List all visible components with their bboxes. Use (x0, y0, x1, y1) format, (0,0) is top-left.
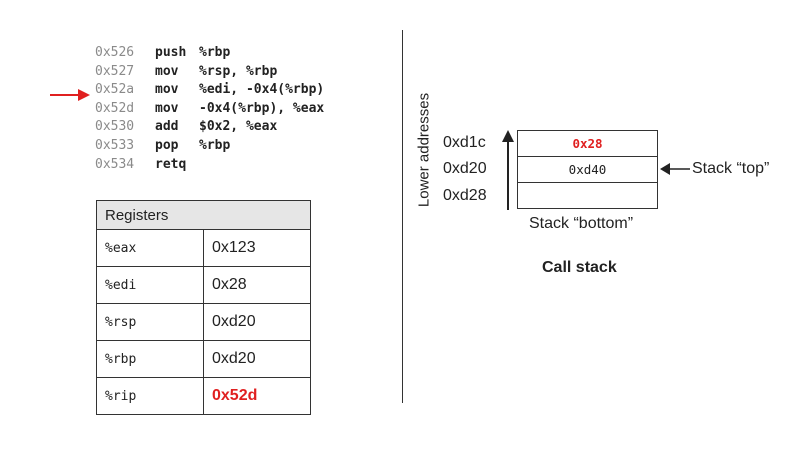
lower-addresses-label: Lower addresses (415, 92, 433, 208)
register-name: %eax (96, 229, 204, 267)
table-row: %rsp 0xd20 (96, 303, 311, 341)
instruction-opcode: pop (155, 137, 179, 153)
stack-bottom-label: Stack “bottom” (529, 215, 634, 232)
register-name: %rbp (96, 340, 204, 378)
instruction-operands: -0x4(%rbp), %eax (199, 100, 325, 116)
instruction-address: 0x533 (95, 137, 135, 153)
code-line: 0x52a mov %edi, -0x4(%rbp) (95, 81, 324, 100)
code-line: 0x52d mov -0x4(%rbp), %eax (95, 100, 324, 119)
instruction-operands: $0x2, %eax (199, 119, 278, 135)
code-line: 0x534 retq (95, 156, 324, 175)
code-line: 0x527 mov %rsp, %rbp (95, 63, 324, 82)
instruction-operands: %rbp (199, 45, 231, 60)
code-line: 0x533 pop %rbp (95, 137, 324, 156)
stack-address-label: 0xd28 (443, 187, 487, 204)
code-line: 0x526 push %rbp (95, 44, 324, 63)
left-arrow-icon (660, 163, 690, 175)
stack-address-label: 0xd1c (443, 134, 486, 151)
section-divider (402, 30, 403, 403)
table-row: %rbp 0xd20 (96, 340, 311, 378)
instruction-address: 0x530 (95, 119, 135, 135)
instruction-opcode: mov (155, 100, 179, 116)
instruction-operands: %rbp (199, 137, 231, 153)
register-table: Registers %eax 0x123 %edi 0x28 %rsp 0xd2… (96, 200, 311, 415)
register-value: 0x28 (203, 266, 311, 304)
register-name: %edi (96, 266, 204, 304)
stack-cell (518, 182, 657, 208)
pc-arrow-icon (50, 89, 90, 101)
register-value: 0x123 (203, 229, 311, 267)
stack-cell: 0x28 (572, 136, 603, 151)
instruction-opcode: mov (155, 82, 179, 98)
register-value-highlighted: 0x52d (203, 377, 311, 415)
instruction-opcode: mov (155, 63, 179, 79)
diagram-caption: Call stack (542, 259, 617, 276)
call-stack: 0x28 0xd40 (517, 130, 658, 209)
register-value: 0xd20 (203, 303, 311, 341)
instruction-address: 0x52d (95, 100, 135, 116)
up-arrow-icon (502, 130, 514, 210)
stack-address-label: 0xd20 (443, 160, 487, 177)
stack-top-label: Stack “top” (692, 160, 770, 177)
instruction-operands: %rsp, %rbp (199, 63, 278, 79)
instruction-address: 0x534 (95, 156, 135, 172)
assembly-listing: 0x526 push %rbp 0x527 mov %rsp, %rbp 0x52a mo… (95, 44, 324, 174)
register-name: %rip (96, 377, 204, 415)
stack-cell: 0xd40 (518, 156, 657, 182)
instruction-address: 0x52a (95, 82, 135, 98)
instruction-address: 0x526 (95, 45, 135, 60)
table-row: %eax 0x123 (96, 229, 311, 267)
instruction-opcode: add (155, 119, 179, 135)
instruction-opcode: push (155, 45, 187, 60)
instruction-operands: %edi, -0x4(%rbp) (199, 82, 325, 98)
instruction-address: 0x527 (95, 63, 135, 79)
table-row: %rip 0x52d (96, 377, 311, 415)
table-row: %edi 0x28 (96, 266, 311, 304)
register-name: %rsp (96, 303, 204, 341)
instruction-opcode: retq (155, 156, 187, 172)
code-line: 0x530 add $0x2, %eax (95, 118, 324, 137)
register-table-header: Registers (96, 200, 311, 230)
register-value: 0xd20 (203, 340, 311, 378)
